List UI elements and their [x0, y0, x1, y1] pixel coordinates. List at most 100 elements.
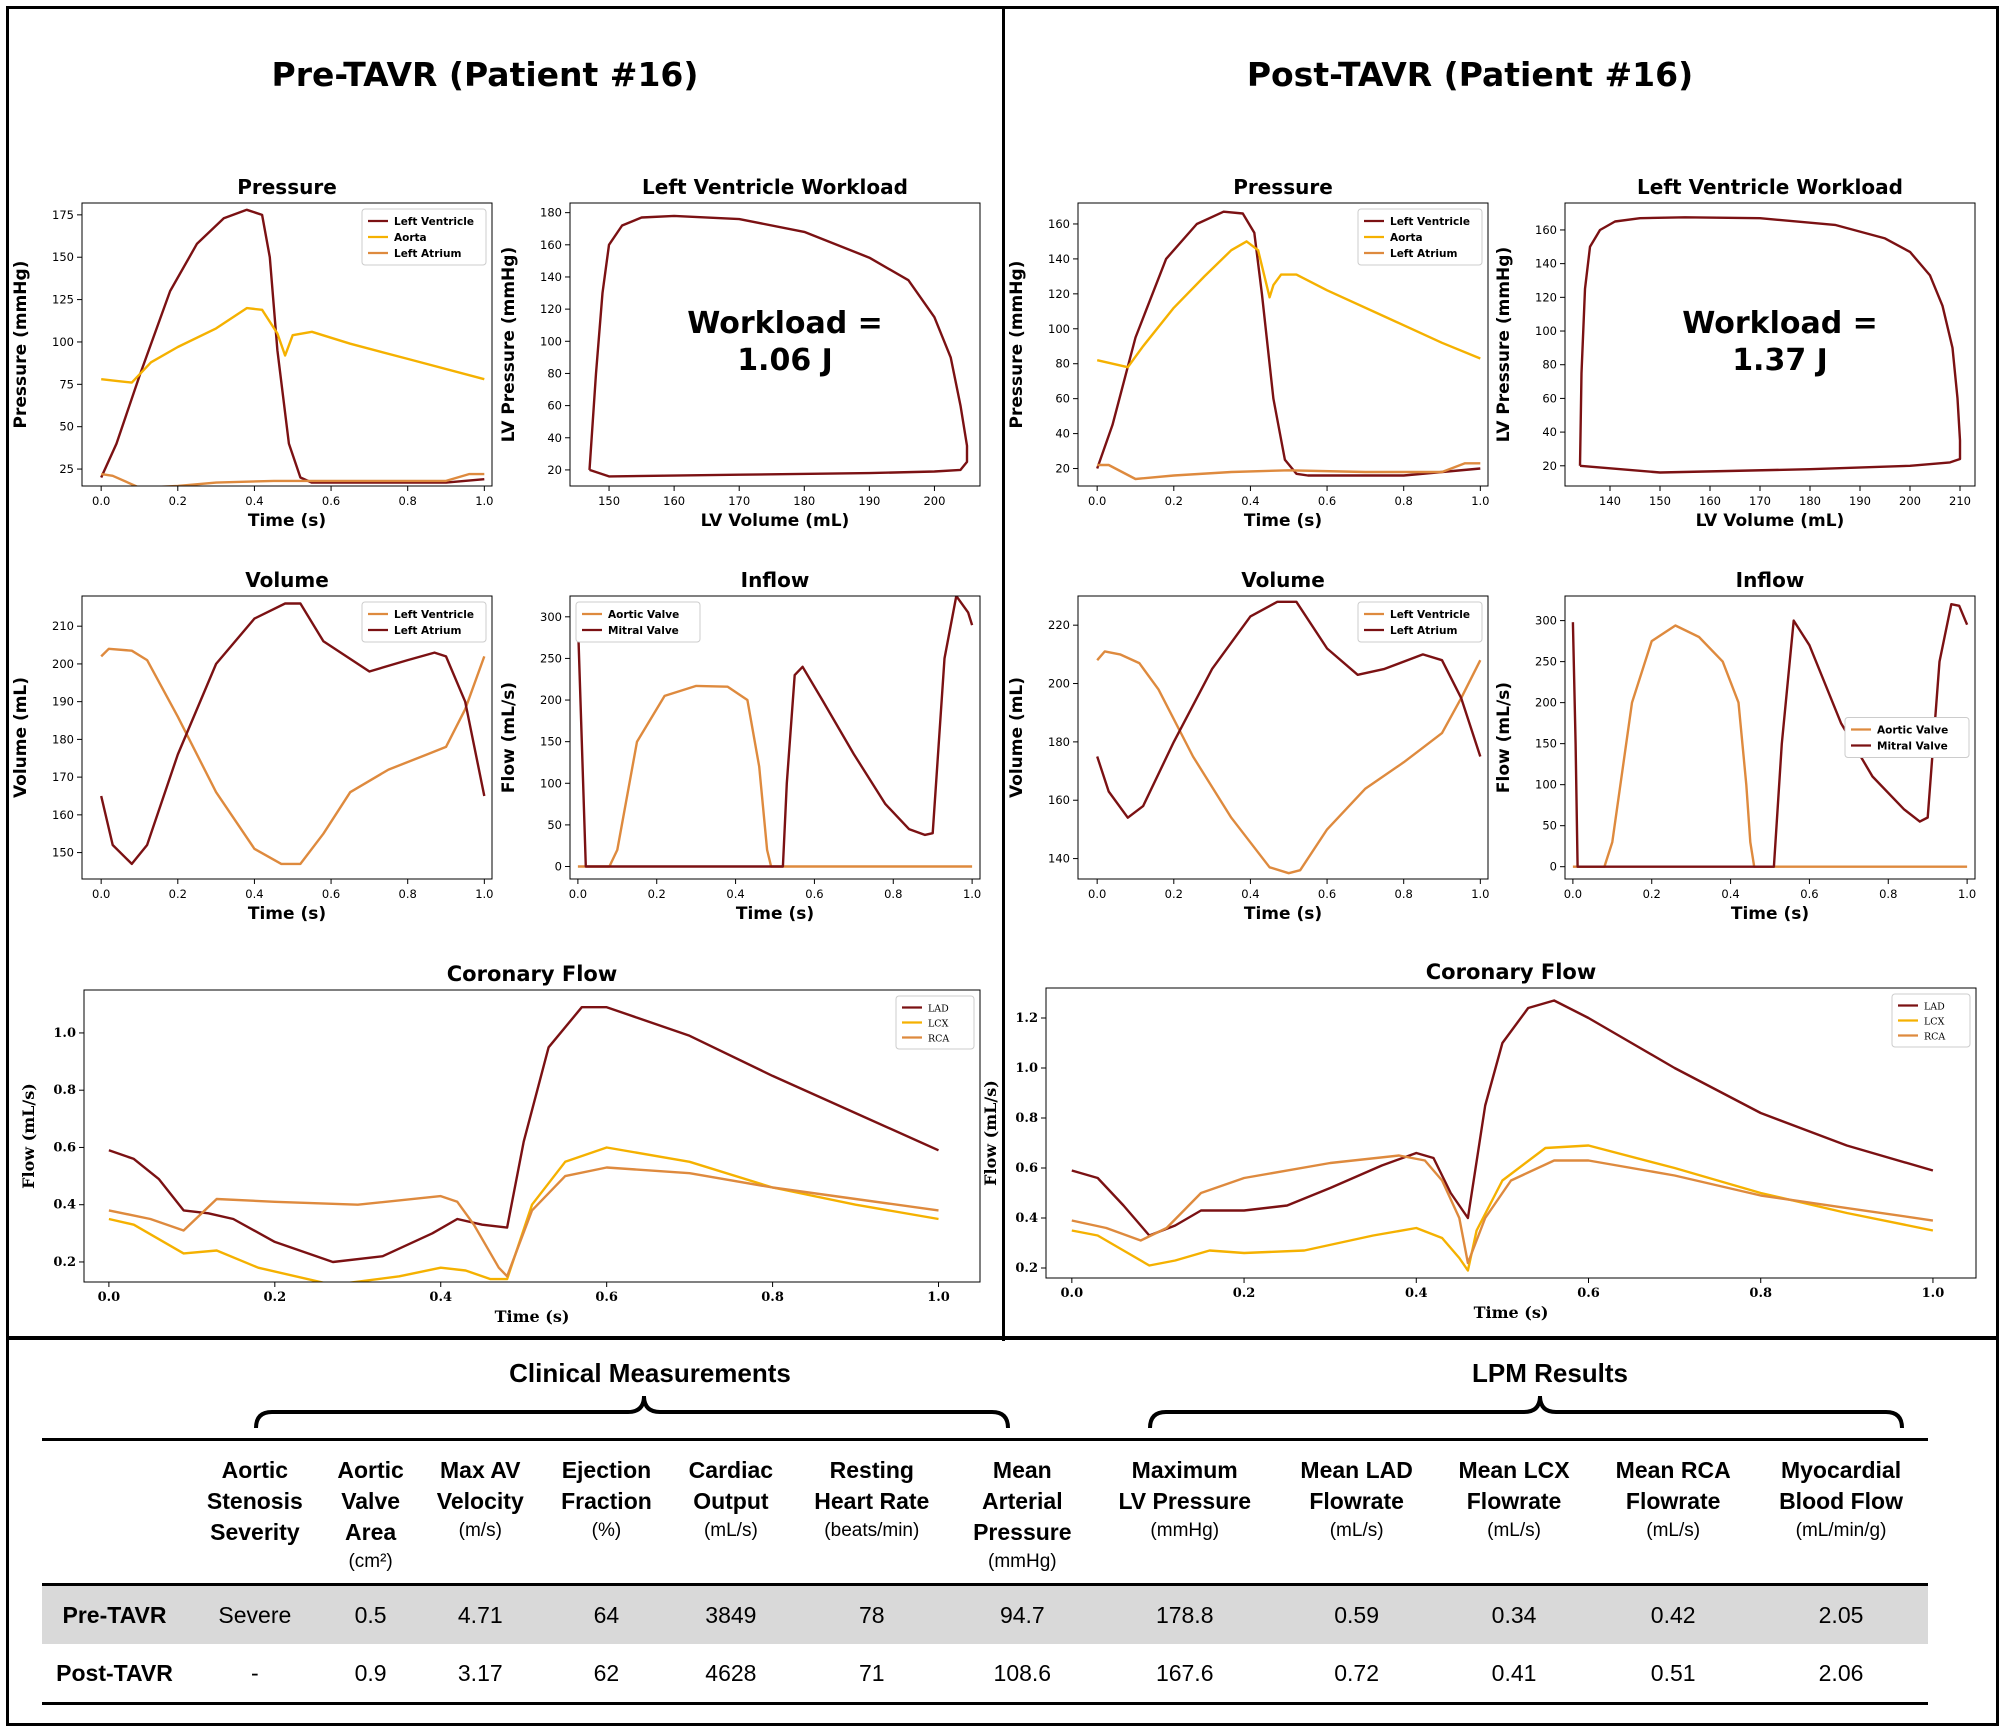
- table-cell: 3.17: [457, 1659, 503, 1686]
- plot-frame: [81, 595, 493, 880]
- y-tick-label: 100: [1535, 324, 1557, 338]
- col-header-line: Stenosis: [206, 1488, 303, 1514]
- y-tick-label: 0: [555, 860, 562, 874]
- x-tick-label: 1.0: [475, 494, 493, 508]
- chart-post-workload: Left Ventricle Workload 140 150 160 170 180 19…: [1494, 175, 1976, 531]
- x-tick-label: 0.6: [1318, 494, 1336, 508]
- x-tick-label: 0.8: [1395, 494, 1413, 508]
- y-tick-label: 100: [1535, 778, 1557, 792]
- col-header-line: Mean LAD: [1300, 1457, 1413, 1483]
- col-header: Aortic Valve Area (cm²): [323, 1440, 419, 1585]
- x-tick-label: 160: [1699, 494, 1721, 508]
- table-cell: 4628: [705, 1659, 757, 1686]
- y-tick-label: 100: [52, 335, 74, 349]
- y-axis-label: LV Pressure (mmHg): [499, 247, 519, 442]
- chart-post-volume: Volume 0.0 0.2 0.4 0.6 0.8 1.0 140 160 180 200 220 T…: [1007, 568, 1489, 924]
- y-tick-label: 220: [1048, 618, 1070, 632]
- y-tick-label: 100: [540, 334, 562, 348]
- plot-frame: [569, 202, 981, 487]
- series-line-aortic-valve: [1572, 624, 1968, 868]
- x-tick-label: 0.2: [264, 1290, 287, 1305]
- col-header-line: Aortic: [221, 1457, 289, 1483]
- col-header-line: Arterial: [982, 1488, 1063, 1514]
- y-tick-label: 160: [1535, 223, 1557, 237]
- series-line-mitral-valve: [576, 596, 974, 868]
- series-line-pv-loop: [588, 214, 969, 478]
- x-tick-label: 140: [1599, 494, 1621, 508]
- series-line-lcx: [1071, 1144, 1934, 1272]
- chart-title: Coronary Flow: [1426, 960, 1596, 984]
- chart-title: Coronary Flow: [447, 962, 617, 986]
- y-tick-label: 200: [540, 693, 562, 707]
- series-line-left-ventricle: [1096, 210, 1481, 477]
- chart-post-pressure: Pressure 0.0 0.2 0.4 0.6 0.8 1.0 20 40 60 80 100 120…: [1007, 175, 1489, 531]
- table-cell: 3849: [670, 1583, 791, 1644]
- y-axis-label: Flow (mL/s): [499, 682, 519, 793]
- plot-frame: [569, 595, 981, 880]
- section-braces: [254, 1395, 1904, 1429]
- table-cell: 78: [790, 1583, 953, 1644]
- col-header: Maximum LV Pressure (mmHg): [1092, 1440, 1278, 1585]
- row-label: Pre-TAVR: [42, 1583, 187, 1644]
- col-header-unit: (mL/min/g): [1795, 1520, 1887, 1541]
- series-line-left-ventricle: [100, 208, 485, 484]
- table-cell: 2.06: [1818, 1659, 1864, 1686]
- col-header-line: Area: [345, 1519, 397, 1545]
- y-tick-label: 1.0: [53, 1026, 76, 1041]
- col-header: Max AV Velocity (m/s): [418, 1440, 542, 1585]
- y-axis-label: Flow (mL/s): [981, 1080, 1000, 1186]
- col-header: Mean RCA Flowrate (mL/s): [1592, 1440, 1754, 1585]
- legend-label: LCX: [1924, 1017, 1945, 1028]
- y-tick-label: 60: [1055, 392, 1070, 406]
- y-tick-label: 60: [1542, 391, 1557, 405]
- col-header-unit: (beats/min): [824, 1520, 920, 1541]
- chart-pre-inflow: Inflow 0.0 0.2 0.4 0.6 0.8 1.0 0 50 100 150 200 250 3…: [499, 568, 981, 924]
- legend-label: Aorta: [1390, 232, 1423, 244]
- y-tick-label: 20: [1542, 459, 1557, 473]
- x-tick-label: 1.0: [927, 1290, 950, 1305]
- table-cell: 0.9: [354, 1659, 387, 1686]
- legend-label: Left Atrium: [394, 625, 461, 637]
- y-axis-label: Pressure (mmHg): [11, 261, 31, 429]
- chart-title: Left Ventricle Workload: [642, 175, 908, 199]
- y-tick-label: 20: [547, 463, 562, 477]
- legend-label: RCA: [928, 1034, 949, 1045]
- row-label-header: [42, 1440, 187, 1585]
- y-tick-label: 170: [52, 770, 74, 784]
- x-tick-label: 150: [598, 494, 620, 508]
- col-header-line: Valve: [341, 1488, 401, 1514]
- y-tick-label: 140: [1535, 257, 1557, 271]
- col-header: Mean Arterial Pressure (mmHg): [953, 1440, 1092, 1585]
- x-tick-label: 1.0: [1958, 887, 1976, 901]
- charts-canvas: Pressure 0.0 0.2 0.4 0.6 0.8 1.0 25 50 75 100 125 15…: [11, 175, 1977, 1326]
- x-tick-label: 0.0: [1088, 494, 1106, 508]
- x-tick-label: 0.6: [1318, 887, 1336, 901]
- col-header-line: Mean RCA: [1615, 1457, 1731, 1483]
- x-tick-label: 190: [1849, 494, 1871, 508]
- y-tick-label: 200: [1048, 677, 1070, 691]
- table-cell: 167.6: [1155, 1659, 1214, 1686]
- chart-title: Left Ventricle Workload: [1637, 175, 1903, 199]
- chart-pre-pressure: Pressure 0.0 0.2 0.4 0.6 0.8 1.0 25 50 75 100 125 15…: [11, 175, 493, 531]
- x-tick-label: 1.0: [1922, 1286, 1945, 1301]
- series-line-left-ventricle: [1096, 650, 1482, 875]
- col-header-line: Mean: [992, 1457, 1052, 1483]
- col-header-line: Cardiac: [688, 1457, 774, 1483]
- y-tick-label: 150: [52, 846, 74, 860]
- series-line-rca: [108, 1166, 939, 1278]
- col-header-line: Ejection: [561, 1457, 652, 1483]
- col-header-line: Fraction: [561, 1488, 652, 1514]
- col-header-unit: (mL/s): [1487, 1520, 1541, 1541]
- x-tick-label: 1.0: [475, 887, 493, 901]
- x-tick-label: 0.2: [169, 887, 187, 901]
- workload-annotation: 1.06 J: [737, 343, 833, 378]
- series-line-left-atrium: [100, 602, 486, 866]
- table-cell: 0.34: [1435, 1583, 1593, 1644]
- y-tick-label: 40: [1542, 425, 1557, 439]
- x-axis-label: LV Volume (mL): [701, 511, 850, 531]
- plot-frame: [1045, 987, 1977, 1279]
- pre-tavr-title: Pre-TAVR (Patient #16): [271, 55, 699, 94]
- y-tick-label: 80: [547, 366, 562, 380]
- y-tick-label: 60: [547, 399, 562, 413]
- legend-label: Left Ventricle: [1390, 216, 1470, 228]
